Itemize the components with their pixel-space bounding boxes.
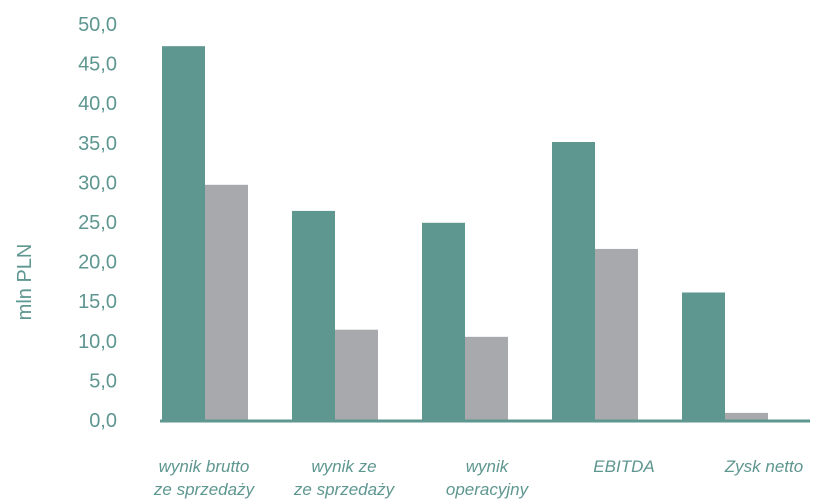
y-tick-label: 20,0 xyxy=(78,252,117,274)
y-tick-label: 0,0 xyxy=(89,410,117,432)
x-axis-ticks: wynik brutto ze sprzedaży wynik ze ze sprze… xyxy=(153,457,803,499)
y-axis-label: mln PLN xyxy=(14,244,36,321)
bar-series-1-4 xyxy=(552,142,595,420)
x-tick-label: wynik brutto ze sprzedaży xyxy=(153,457,256,499)
bar-series-2-3 xyxy=(465,336,508,420)
y-axis-ticks: 0,0 5,0 10,0 15,0 20,0 25,0 30,0 35,0 40,0 45,0 50… xyxy=(78,14,117,432)
y-tick-label: 15,0 xyxy=(78,291,117,313)
y-tick-label: 45,0 xyxy=(78,54,117,76)
x-tick-label: wynik operacyjny xyxy=(446,457,530,499)
y-tick-label: 30,0 xyxy=(78,172,117,194)
bar-series-2-5 xyxy=(725,412,768,420)
y-tick-label: 40,0 xyxy=(78,93,117,115)
bar-series-1-3 xyxy=(422,222,465,420)
bar-series-2-4 xyxy=(595,248,638,420)
bar-series-2-1 xyxy=(205,184,248,420)
bar-series-1-5 xyxy=(682,292,725,420)
bar-series-1-1 xyxy=(162,46,205,421)
x-tick-label: Zysk netto xyxy=(724,457,803,476)
y-tick-label: 25,0 xyxy=(78,212,117,234)
x-tick-label: wynik ze ze sprzedaży xyxy=(293,457,396,499)
y-tick-label: 50,0 xyxy=(78,14,117,36)
bars xyxy=(162,46,768,421)
x-tick-label: EBITDA xyxy=(593,457,654,476)
y-tick-label: 5,0 xyxy=(89,370,117,392)
bar-series-1-2 xyxy=(292,210,335,420)
y-tick-label: 35,0 xyxy=(78,133,117,155)
y-tick-label: 10,0 xyxy=(78,331,117,353)
bar-series-2-2 xyxy=(335,329,378,420)
